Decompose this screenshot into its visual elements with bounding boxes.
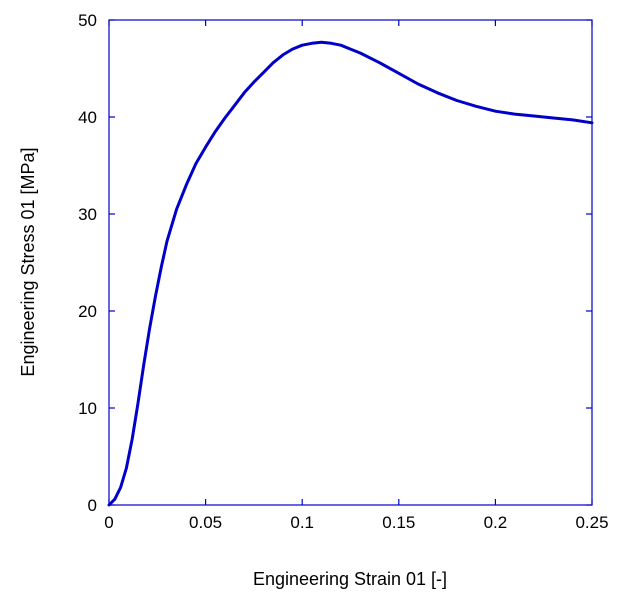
- x-tick-label: 0: [104, 513, 113, 532]
- y-tick-label: 40: [78, 108, 97, 127]
- x-tick-label: 0.1: [290, 513, 314, 532]
- y-tick-label: 20: [78, 302, 97, 321]
- y-tick-label: 30: [78, 205, 97, 224]
- tick-labels: 0 0.05 0.1 0.15 0.2 0.25 0 10 20 30 40 50: [78, 11, 608, 532]
- series-layer: [107, 40, 594, 507]
- x-tick-label: 0.05: [189, 513, 222, 532]
- series-line: [107, 40, 594, 507]
- y-axis-label: Engineering Stress 01 [MPa]: [18, 147, 38, 376]
- x-tick-label: 0.15: [382, 513, 415, 532]
- y-tick-label: 50: [78, 11, 97, 30]
- x-tick-label: 0.2: [484, 513, 508, 532]
- y-tick-label: 10: [78, 399, 97, 418]
- x-tick-label: 0.25: [575, 513, 608, 532]
- plot-frame: [108, 19, 593, 506]
- x-axis-label: Engineering Strain 01 [-]: [253, 569, 447, 589]
- y-tick-label: 0: [88, 496, 97, 515]
